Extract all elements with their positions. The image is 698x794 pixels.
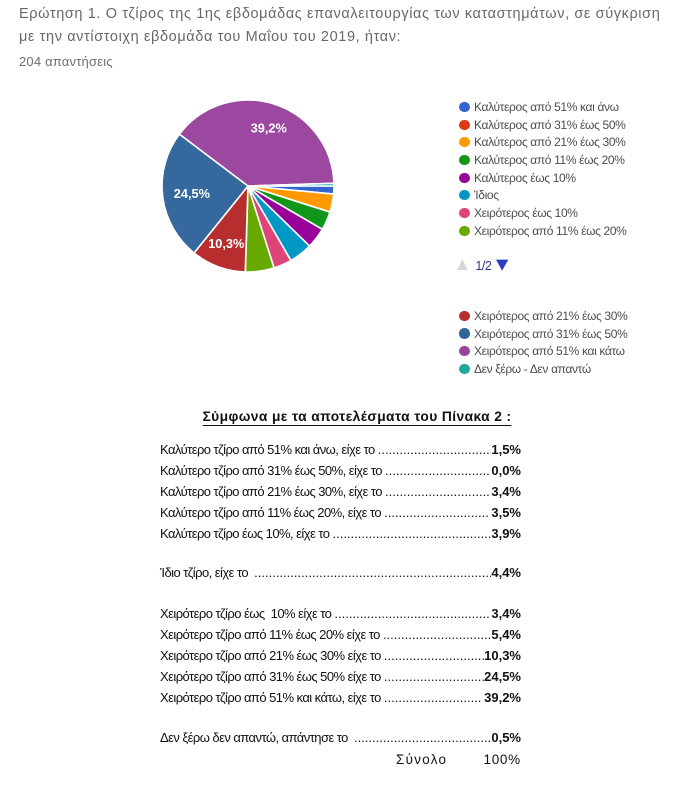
svg-text:10,3%: 10,3% xyxy=(208,236,244,251)
svg-text:1/2: 1/2 xyxy=(475,259,491,272)
svg-text:39,2%: 39,2% xyxy=(251,120,287,135)
svg-text:24,5%: 24,5% xyxy=(174,186,210,201)
